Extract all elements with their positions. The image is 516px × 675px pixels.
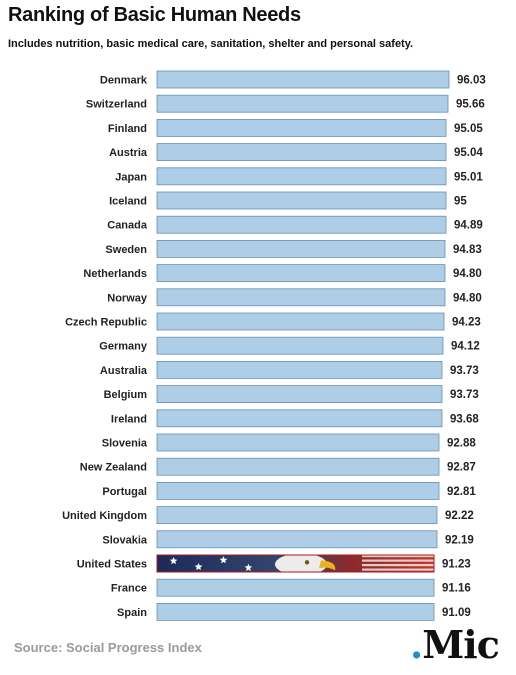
category-label-united-kingdom: United Kingdom: [62, 510, 147, 522]
category-label-united-states: United States: [77, 559, 147, 571]
category-label-sweden: Sweden: [105, 244, 147, 256]
bar-sweden: [156, 239, 446, 258]
category-label-ireland: Ireland: [111, 413, 147, 425]
value-label-belgium: 93.73: [450, 389, 479, 401]
value-label-denmark: 96.03: [457, 75, 486, 87]
category-label-slovakia: Slovakia: [102, 534, 148, 546]
value-label-ireland: 93.68: [450, 413, 479, 425]
category-label-denmark: Denmark: [100, 75, 148, 87]
logo-dot: .: [410, 622, 423, 667]
chart-subtitle: Includes nutrition, basic medical care, …: [8, 38, 414, 50]
bar-portugal: [156, 481, 440, 500]
bar-germany: [156, 336, 444, 355]
bar-finland: [156, 119, 447, 137]
value-label-sweden: 94.83: [453, 244, 482, 256]
value-label-france: 91.16: [442, 583, 471, 595]
bar-spain: [156, 603, 435, 621]
value-label-germany: 94.12: [451, 341, 480, 353]
bar-ireland: [156, 409, 443, 428]
category-label-portugal: Portugal: [102, 486, 147, 498]
value-label-united-states: 91.23: [442, 559, 471, 571]
value-label-australia: 93.73: [450, 365, 479, 377]
mic-logo: .Mic: [410, 626, 500, 664]
value-label-switzerland: 95.66: [456, 99, 485, 111]
value-label-netherlands: 94.80: [453, 268, 482, 280]
value-label-new-zealand: 92.87: [447, 462, 476, 474]
category-label-netherlands: Netherlands: [83, 268, 147, 280]
category-label-switzerland: Switzerland: [86, 99, 147, 111]
category-label-czech-republic: Czech Republic: [65, 317, 147, 329]
bar-belgium: [156, 385, 443, 404]
bar-denmark: [156, 70, 450, 89]
value-label-canada: 94.89: [454, 220, 483, 232]
value-label-norway: 94.80: [453, 292, 482, 304]
value-label-japan: 95.01: [454, 171, 483, 183]
bar-united-kingdom: [156, 506, 438, 525]
bar-iceland: [156, 191, 447, 210]
category-label-slovenia: Slovenia: [102, 438, 148, 450]
bar-norway: [156, 288, 446, 307]
bar-austria: [156, 143, 447, 161]
bars-group: Denmark 96.03 Switzerland 95.66 Finland 95.05…: [62, 70, 486, 621]
bar-canada: [156, 215, 447, 234]
bar-france: [156, 578, 435, 597]
category-label-iceland: Iceland: [109, 196, 147, 208]
category-label-austria: Austria: [109, 147, 148, 159]
value-label-slovenia: 92.88: [447, 438, 476, 450]
logo-text: Mic: [422, 622, 500, 667]
category-label-france: France: [111, 583, 147, 595]
category-label-australia: Australia: [100, 365, 148, 377]
value-label-finland: 95.05: [454, 123, 483, 135]
value-label-slovakia: 92.19: [445, 534, 474, 546]
value-label-portugal: 92.81: [447, 486, 476, 498]
value-label-iceland: 95: [454, 196, 467, 208]
bar-netherlands: [156, 264, 446, 283]
category-label-germany: Germany: [99, 341, 148, 353]
bar-australia: [156, 360, 443, 379]
bar-chart: Denmark 96.03 Switzerland 95.66 Finland 95.05…: [62, 70, 486, 621]
category-label-spain: Spain: [117, 607, 147, 619]
bar-switzerland: [156, 94, 449, 113]
bar-slovenia: [156, 433, 440, 452]
source-note: Source: Social Progress Index: [14, 640, 202, 655]
bar-czech-republic: [156, 312, 445, 331]
bar-slovakia: [156, 530, 438, 549]
value-label-spain: 91.09: [442, 607, 471, 619]
category-label-belgium: Belgium: [104, 389, 148, 401]
bar-new-zealand: [156, 457, 440, 476]
value-label-united-kingdom: 92.22: [445, 510, 474, 522]
value-label-czech-republic: 94.23: [452, 317, 481, 329]
value-label-austria: 95.04: [454, 147, 483, 159]
category-label-japan: Japan: [115, 171, 147, 183]
bar-united-states: [156, 554, 435, 573]
category-label-canada: Canada: [107, 220, 148, 232]
category-label-norway: Norway: [107, 292, 148, 304]
chart-title: Ranking of Basic Human Needs: [8, 4, 301, 26]
category-label-finland: Finland: [108, 123, 147, 135]
bar-japan: [156, 167, 447, 186]
category-label-new-zealand: New Zealand: [80, 462, 147, 474]
